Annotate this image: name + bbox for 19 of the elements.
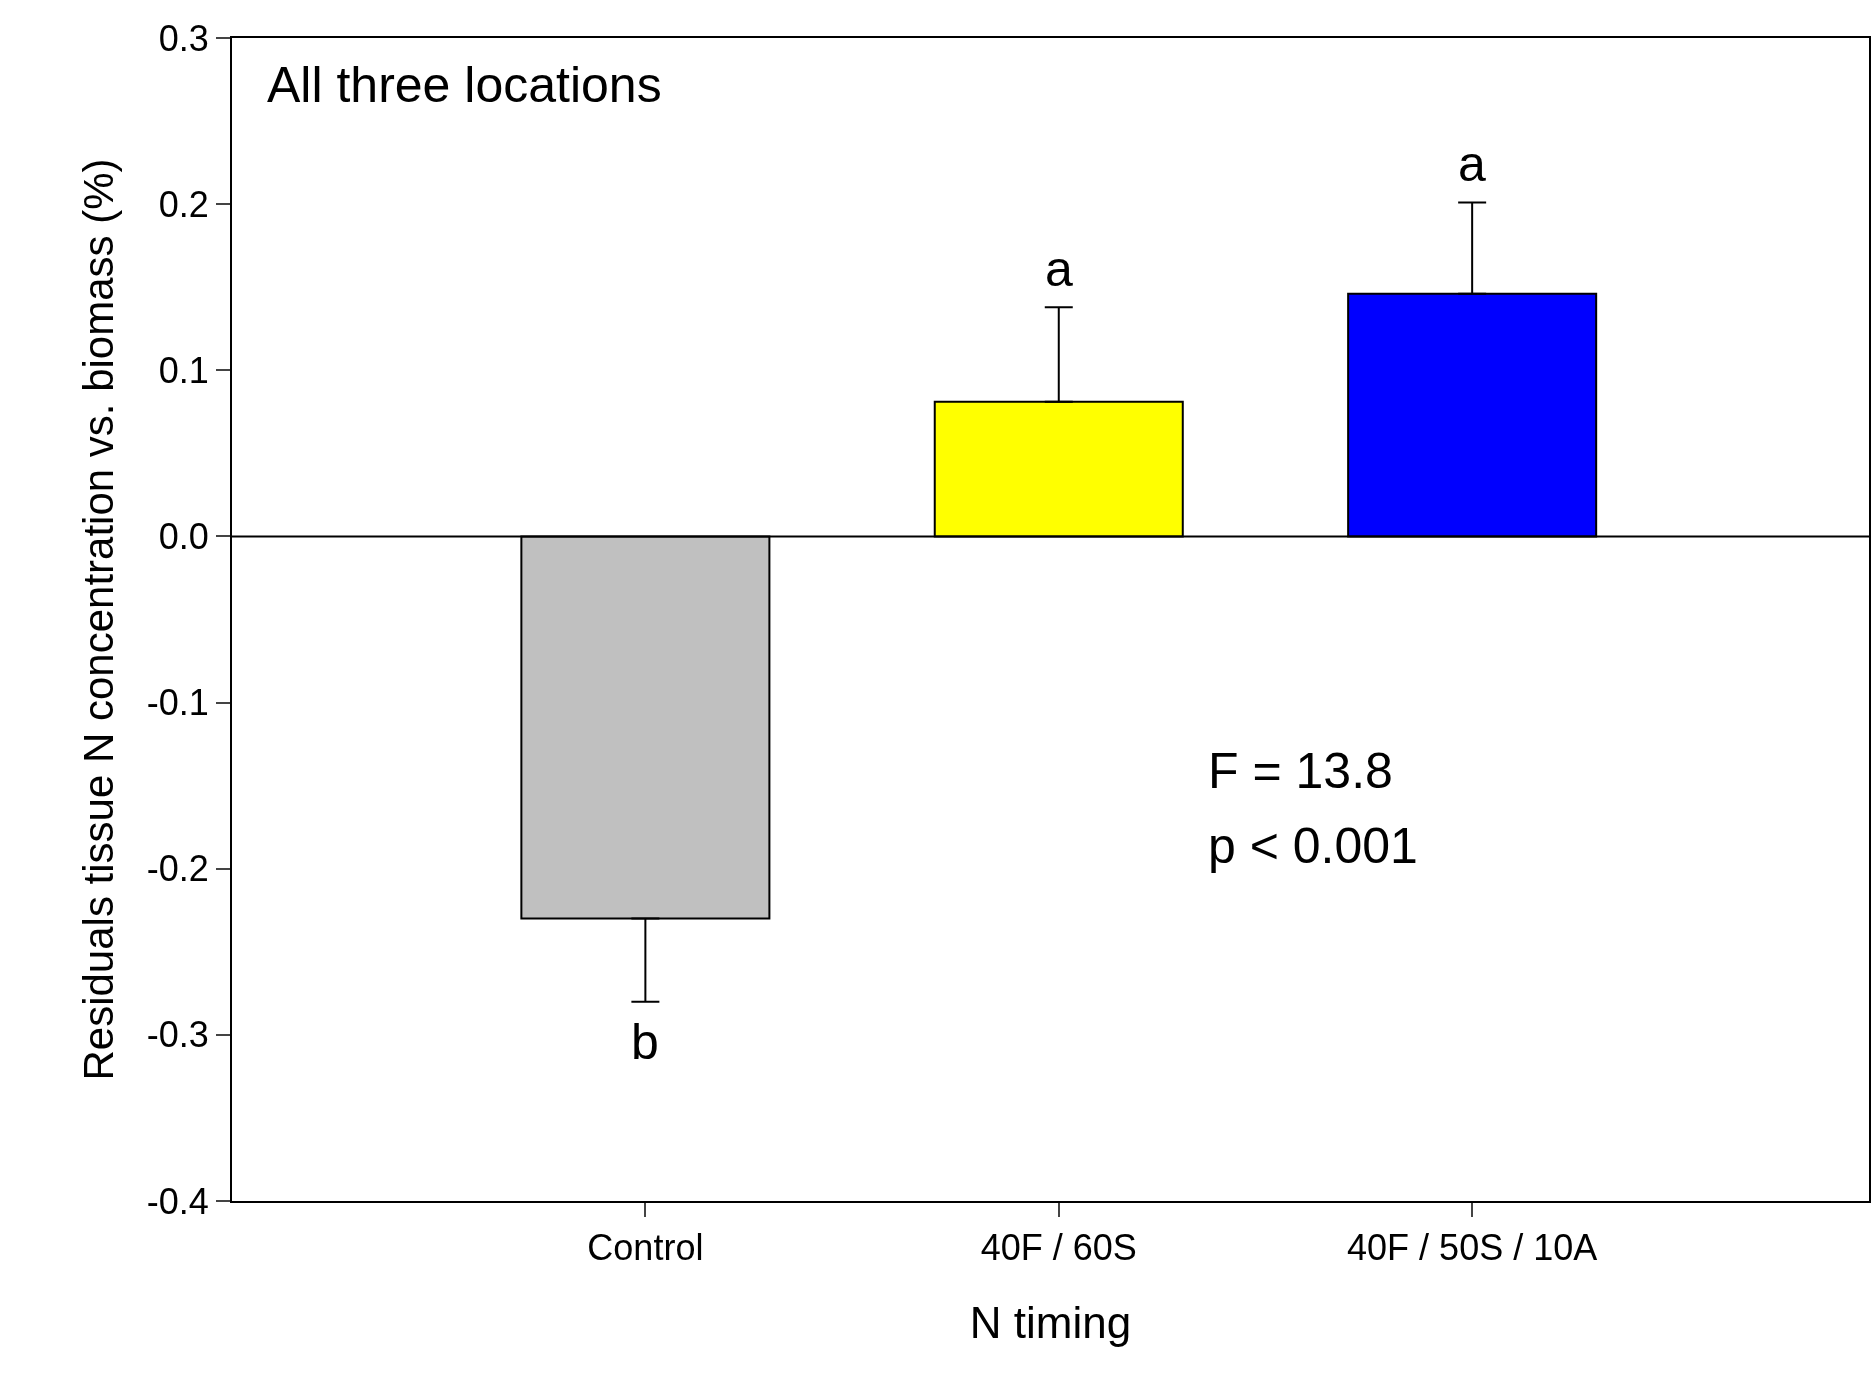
y-tick-label: -0.2 <box>146 848 209 890</box>
y-tick-label: -0.4 <box>146 1180 209 1222</box>
annotation: p < 0.001 <box>1208 818 1418 874</box>
x-tick-label: 40F / 60S <box>980 1227 1137 1269</box>
y-tick-label: 0.2 <box>158 183 209 225</box>
y-axis-title: Residuals tissue N concentration vs. biomass (%) <box>75 158 123 1081</box>
y-tick-label: -0.1 <box>146 682 209 724</box>
annotation: F = 13.8 <box>1208 743 1393 799</box>
y-tick-label: 0.1 <box>158 349 209 391</box>
y-tick-label: 0.3 <box>158 17 209 59</box>
x-tick-label: 40F / 50S / 10A <box>1347 1227 1598 1269</box>
y-tick-label: 0.0 <box>158 516 209 558</box>
annotation: a <box>1458 136 1486 192</box>
annotation: b <box>631 1014 659 1070</box>
chart-title: All three locations <box>267 57 662 113</box>
y-tick-label: -0.3 <box>146 1014 209 1056</box>
x-tick-label: Control <box>587 1227 704 1269</box>
annotation: a <box>1045 241 1073 297</box>
x-axis-title: N timing <box>969 1298 1132 1347</box>
